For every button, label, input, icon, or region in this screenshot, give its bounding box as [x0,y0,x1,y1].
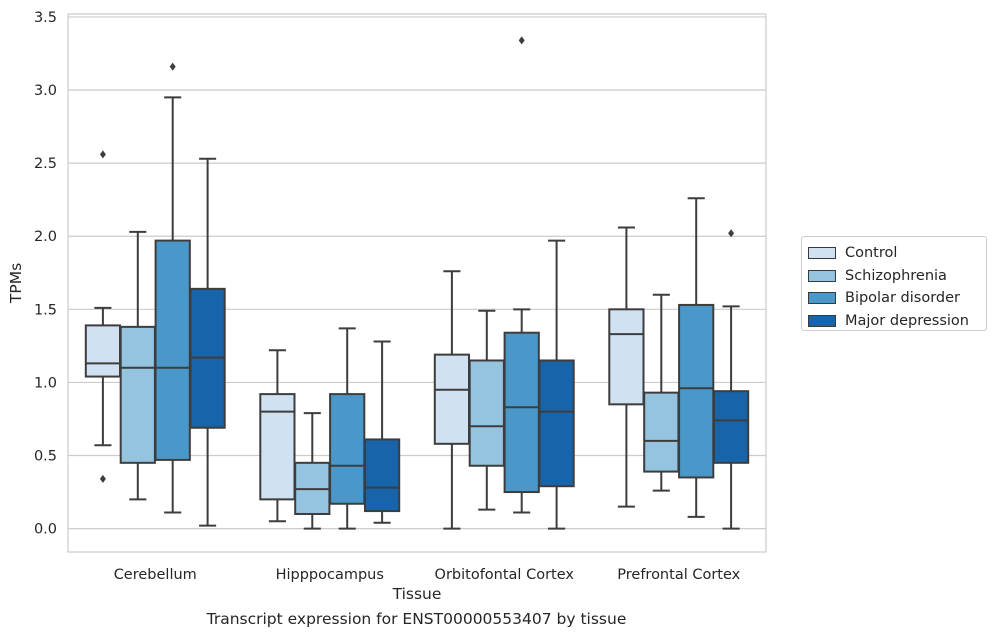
box-iqr [643,391,680,473]
box-3-3 [712,229,750,530]
legend-swatch [808,269,836,282]
outlier-point [169,62,176,71]
legend-label: Major depression [845,312,969,329]
x-axis-label: Tissue [392,585,442,603]
box-2-3 [538,239,575,530]
legend-swatch [808,292,836,305]
box-iqr [84,324,122,378]
box-2-2 [503,36,540,514]
chart-caption: Transcript expression for ENST0000055340… [206,610,627,628]
legend-label: Bipolar disorder [845,290,960,307]
box-0-0 [84,150,122,483]
x-tick-labels: Cerebellum Hipppocampus Orbitofontal Corte… [114,567,741,583]
box-iqr [468,359,505,467]
box-iqr [608,308,645,406]
y-tick-label: 1.0 [34,375,57,391]
box-iqr [678,303,715,479]
x-tick-label: Cerebellum [114,567,197,583]
box-3-2 [678,197,715,518]
outlier-point [518,36,525,45]
x-tick-label: Hipppocampus [276,567,384,583]
box-iqr [119,325,156,464]
outlier-point [99,474,106,483]
y-tick-label: 0.0 [34,522,57,538]
boxes [84,36,750,530]
box-iqr [503,331,540,494]
box-iqr [154,239,191,461]
x-tick-label: Prefrontal Cortex [617,567,740,583]
legend-label: Schizophrenia [845,267,947,284]
box-iqr [538,359,575,488]
box-0-1 [119,230,156,501]
box-3-1 [643,293,680,492]
y-tick-label: 3.5 [34,10,57,26]
box-0-3 [189,157,226,527]
plot-frame [67,13,767,553]
box-2-0 [433,270,471,530]
legend-item: Schizophrenia [808,265,986,288]
y-tick-labels: 0.0 0.5 1.0 1.5 2.0 2.5 3.0 3.5 [34,10,57,538]
box-1-3 [363,340,401,524]
x-tick-label: Orbitofontal Cortex [435,567,575,583]
legend: Control Schizophrenia Bipolar disorder Majo… [801,236,987,331]
y-tick-label: 2.0 [34,229,57,245]
box-1-1 [294,412,331,530]
box-iqr [433,353,471,445]
box-iqr [259,393,296,501]
y-tick-label: 0.5 [34,449,57,465]
legend-swatch [808,247,836,260]
box-1-0 [259,349,296,523]
box-iqr [712,390,750,464]
y-tick-label: 1.5 [34,302,57,318]
box-iqr [363,438,401,513]
box-1-2 [329,327,366,530]
outlier-point [99,150,106,159]
box-2-1 [468,309,505,511]
legend-item: Bipolar disorder [808,287,986,310]
legend-item: Major depression [808,310,986,333]
y-axis-label: TPMs [7,263,25,304]
box-0-2 [154,62,191,514]
y-tick-label: 3.0 [34,83,57,99]
legend-label: Control [845,245,898,262]
y-tick-label: 2.5 [34,156,57,172]
legend-swatch [808,314,836,327]
outlier-point [728,229,735,238]
box-iqr [329,393,366,505]
legend-item: Control [808,242,986,265]
box-3-0 [608,226,645,508]
